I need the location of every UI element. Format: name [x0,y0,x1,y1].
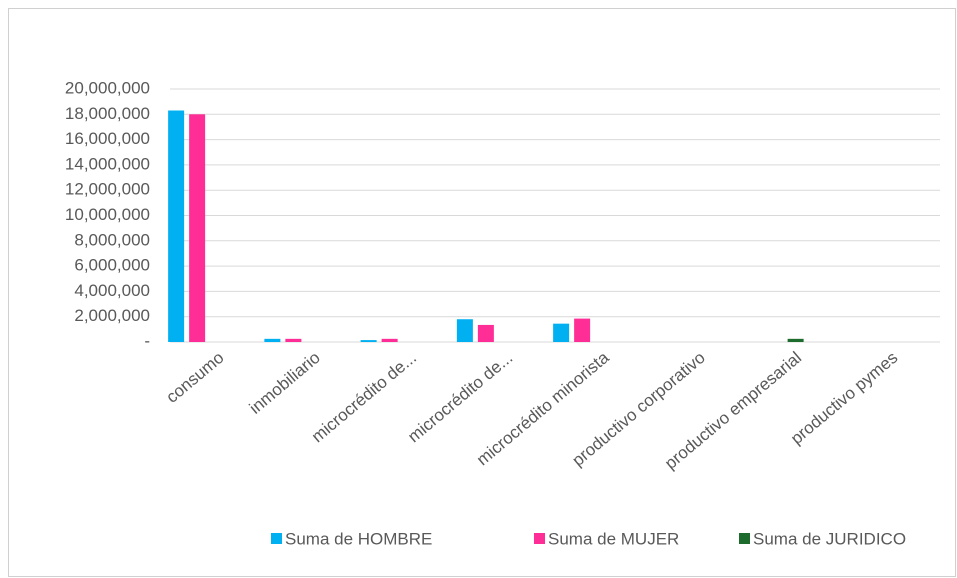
legend-swatch [739,533,750,544]
bar [264,338,281,342]
bar [285,338,302,342]
legend-label: Suma de HOMBRE [285,529,432,548]
bar [189,114,206,342]
y-tick-label: 20,000,000 [65,78,150,97]
y-tick-label: 18,000,000 [65,104,150,123]
y-tick-label: 10,000,000 [65,205,150,224]
y-tick-label: - [144,331,150,350]
y-tick-label: 14,000,000 [65,154,150,173]
bar [574,318,591,342]
bar [477,324,494,342]
bar [381,338,398,342]
y-tick-label: 6,000,000 [74,256,150,275]
bar [787,338,804,342]
legend-label: Suma de MUJER [548,529,679,548]
legend-label: Suma de JURIDICO [753,529,906,548]
bar [168,110,185,342]
y-tick-label: 2,000,000 [74,306,150,325]
bar [456,319,473,342]
y-tick-label: 8,000,000 [74,230,150,249]
legend-swatch [534,533,545,544]
legend-swatch [271,533,282,544]
y-tick-label: 12,000,000 [65,180,150,199]
bar [360,340,377,342]
bar [553,323,570,342]
y-tick-label: 16,000,000 [65,129,150,148]
y-tick-label: 4,000,000 [74,281,150,300]
chart-frame [8,8,956,577]
